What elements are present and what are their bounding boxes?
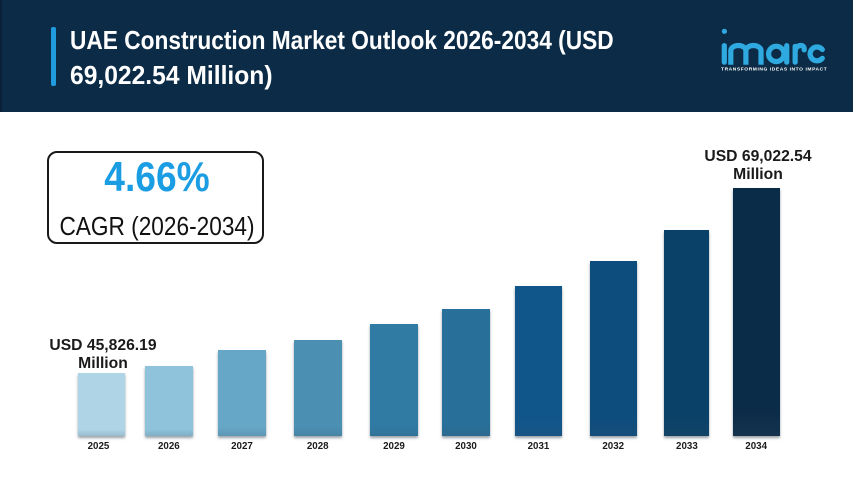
svg-text:TRANSFORMING IDEAS INTO IMPACT: TRANSFORMING IDEAS INTO IMPACT <box>721 67 827 73</box>
